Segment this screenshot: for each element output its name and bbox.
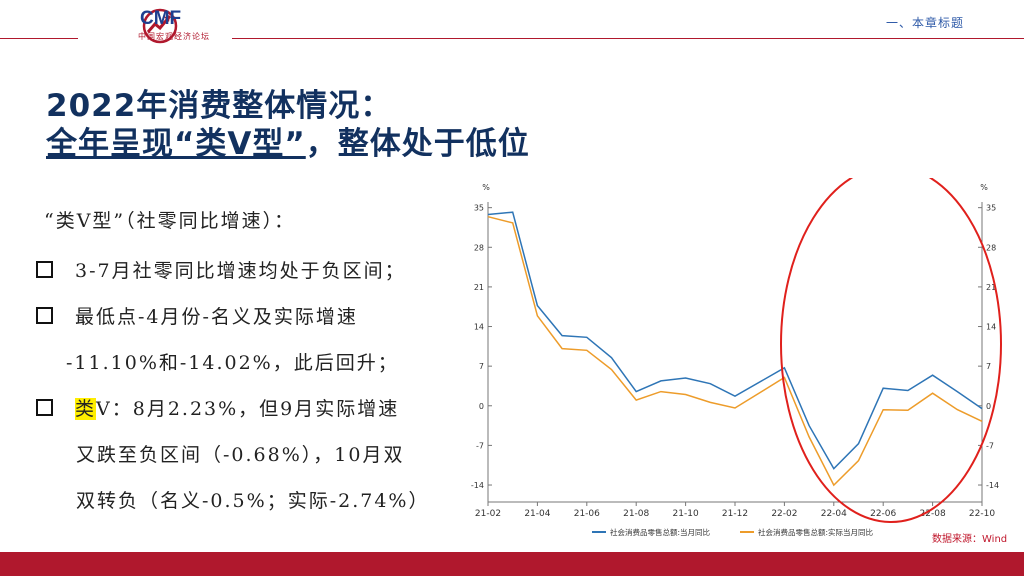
legend-label-1: 社会消费品零售总额:当月同比 [610,527,711,537]
series-line-2 [487,215,983,487]
series-line-1 [487,211,983,470]
retail-sales-line-chart: % % 35 35 28 28 21 21 14 14 7 7 0 0 -7 -7 -14 -14 21-02 21-… [471,178,1002,537]
x-tick-label: 21-02 [475,509,501,519]
checkbox-icon [36,399,53,416]
x-tick-label: 22-10 [969,509,995,519]
bullet-3-cont: 又跌至负区间（-0.68%），10月双 [76,444,405,466]
cmf-logo-icon [142,8,178,44]
section-label: 一、本章标题 [885,16,964,30]
x-tick-label: 21-04 [524,509,550,519]
y-tick-label-right: 35 [986,204,996,213]
bullet-3-text: V：8月2.23%，但9月实际增速 [96,398,400,420]
bullet-2: 最低点-4月份-名义及实际增速 [36,302,358,329]
page-title-line1: 2022年消费整体情况： [46,88,393,124]
x-tick-label: 22-02 [771,509,797,519]
y-tick-label-right: 14 [986,323,996,332]
bullet-1-text: 3-7月社零同比增速均处于负区间； [75,260,406,282]
legend-label-2: 社会消费品零售总额:实际当月同比 [758,527,874,537]
bullet-2-cont: -11.10%和-14.02%，此后回升； [66,352,399,374]
x-tick-label: 22-06 [870,509,896,519]
y-tick-label-left: 0 [479,402,484,411]
bullet-3: 类V：8月2.23%，但9月实际增速 [36,394,399,421]
bullet-3-cont2: 双转负（名义-0.5%；实际-2.74%） [76,490,430,512]
y-tick-label-left: 28 [474,243,484,252]
x-tick-label: 21-08 [623,509,649,519]
checkbox-icon [36,307,53,324]
x-tick-label: 22-08 [920,509,946,519]
x-tick-label: 21-12 [722,509,748,519]
y-tick-label-right: 7 [986,362,991,371]
title-rest: ，整体处于低位 [305,126,530,162]
data-source: 数据来源：Wind [932,534,1008,545]
title-underlined: 全年呈现“类V型” [46,126,306,162]
header-rule-right [232,38,1024,39]
footer-bar [0,552,1024,576]
logo-text: CMF [140,8,182,29]
logo-subtitle: 中国宏观经济论坛 [138,32,210,41]
highlight-circle [780,178,1002,523]
y-tick-label-left: 7 [479,362,484,371]
y-tick-label-left: -7 [476,441,484,450]
y-tick-label-right: -7 [986,441,994,450]
y-tick-label-left: 21 [474,283,484,292]
checkbox-icon [36,261,53,278]
x-tick-label: 21-10 [673,509,699,519]
y-tick-label-left: 14 [474,323,484,332]
y-tick-label-right: 0 [986,402,991,411]
page-title-line2: 全年呈现“类V型”，整体处于低位 [46,118,530,163]
y-unit-left: % [482,183,490,192]
y-tick-label-left: -14 [471,481,484,490]
highlighted-text: 类 [75,398,97,420]
x-tick-label: 22-04 [821,509,847,519]
y-tick-label-right: 21 [986,283,996,292]
y-tick-label-right: -14 [986,481,999,490]
bullet-2-text: 最低点-4月份-名义及实际增速 [75,306,358,328]
x-tick-label: 21-06 [574,509,600,519]
bullet-1: 3-7月社零同比增速均处于负区间； [36,256,406,283]
y-tick-label-left: 35 [474,204,484,213]
header-rule-left [0,38,78,39]
bullets-intro: “类V型”（社零同比增速）： [44,210,296,232]
y-tick-label-right: 28 [986,243,996,252]
y-unit-right: % [980,183,988,192]
